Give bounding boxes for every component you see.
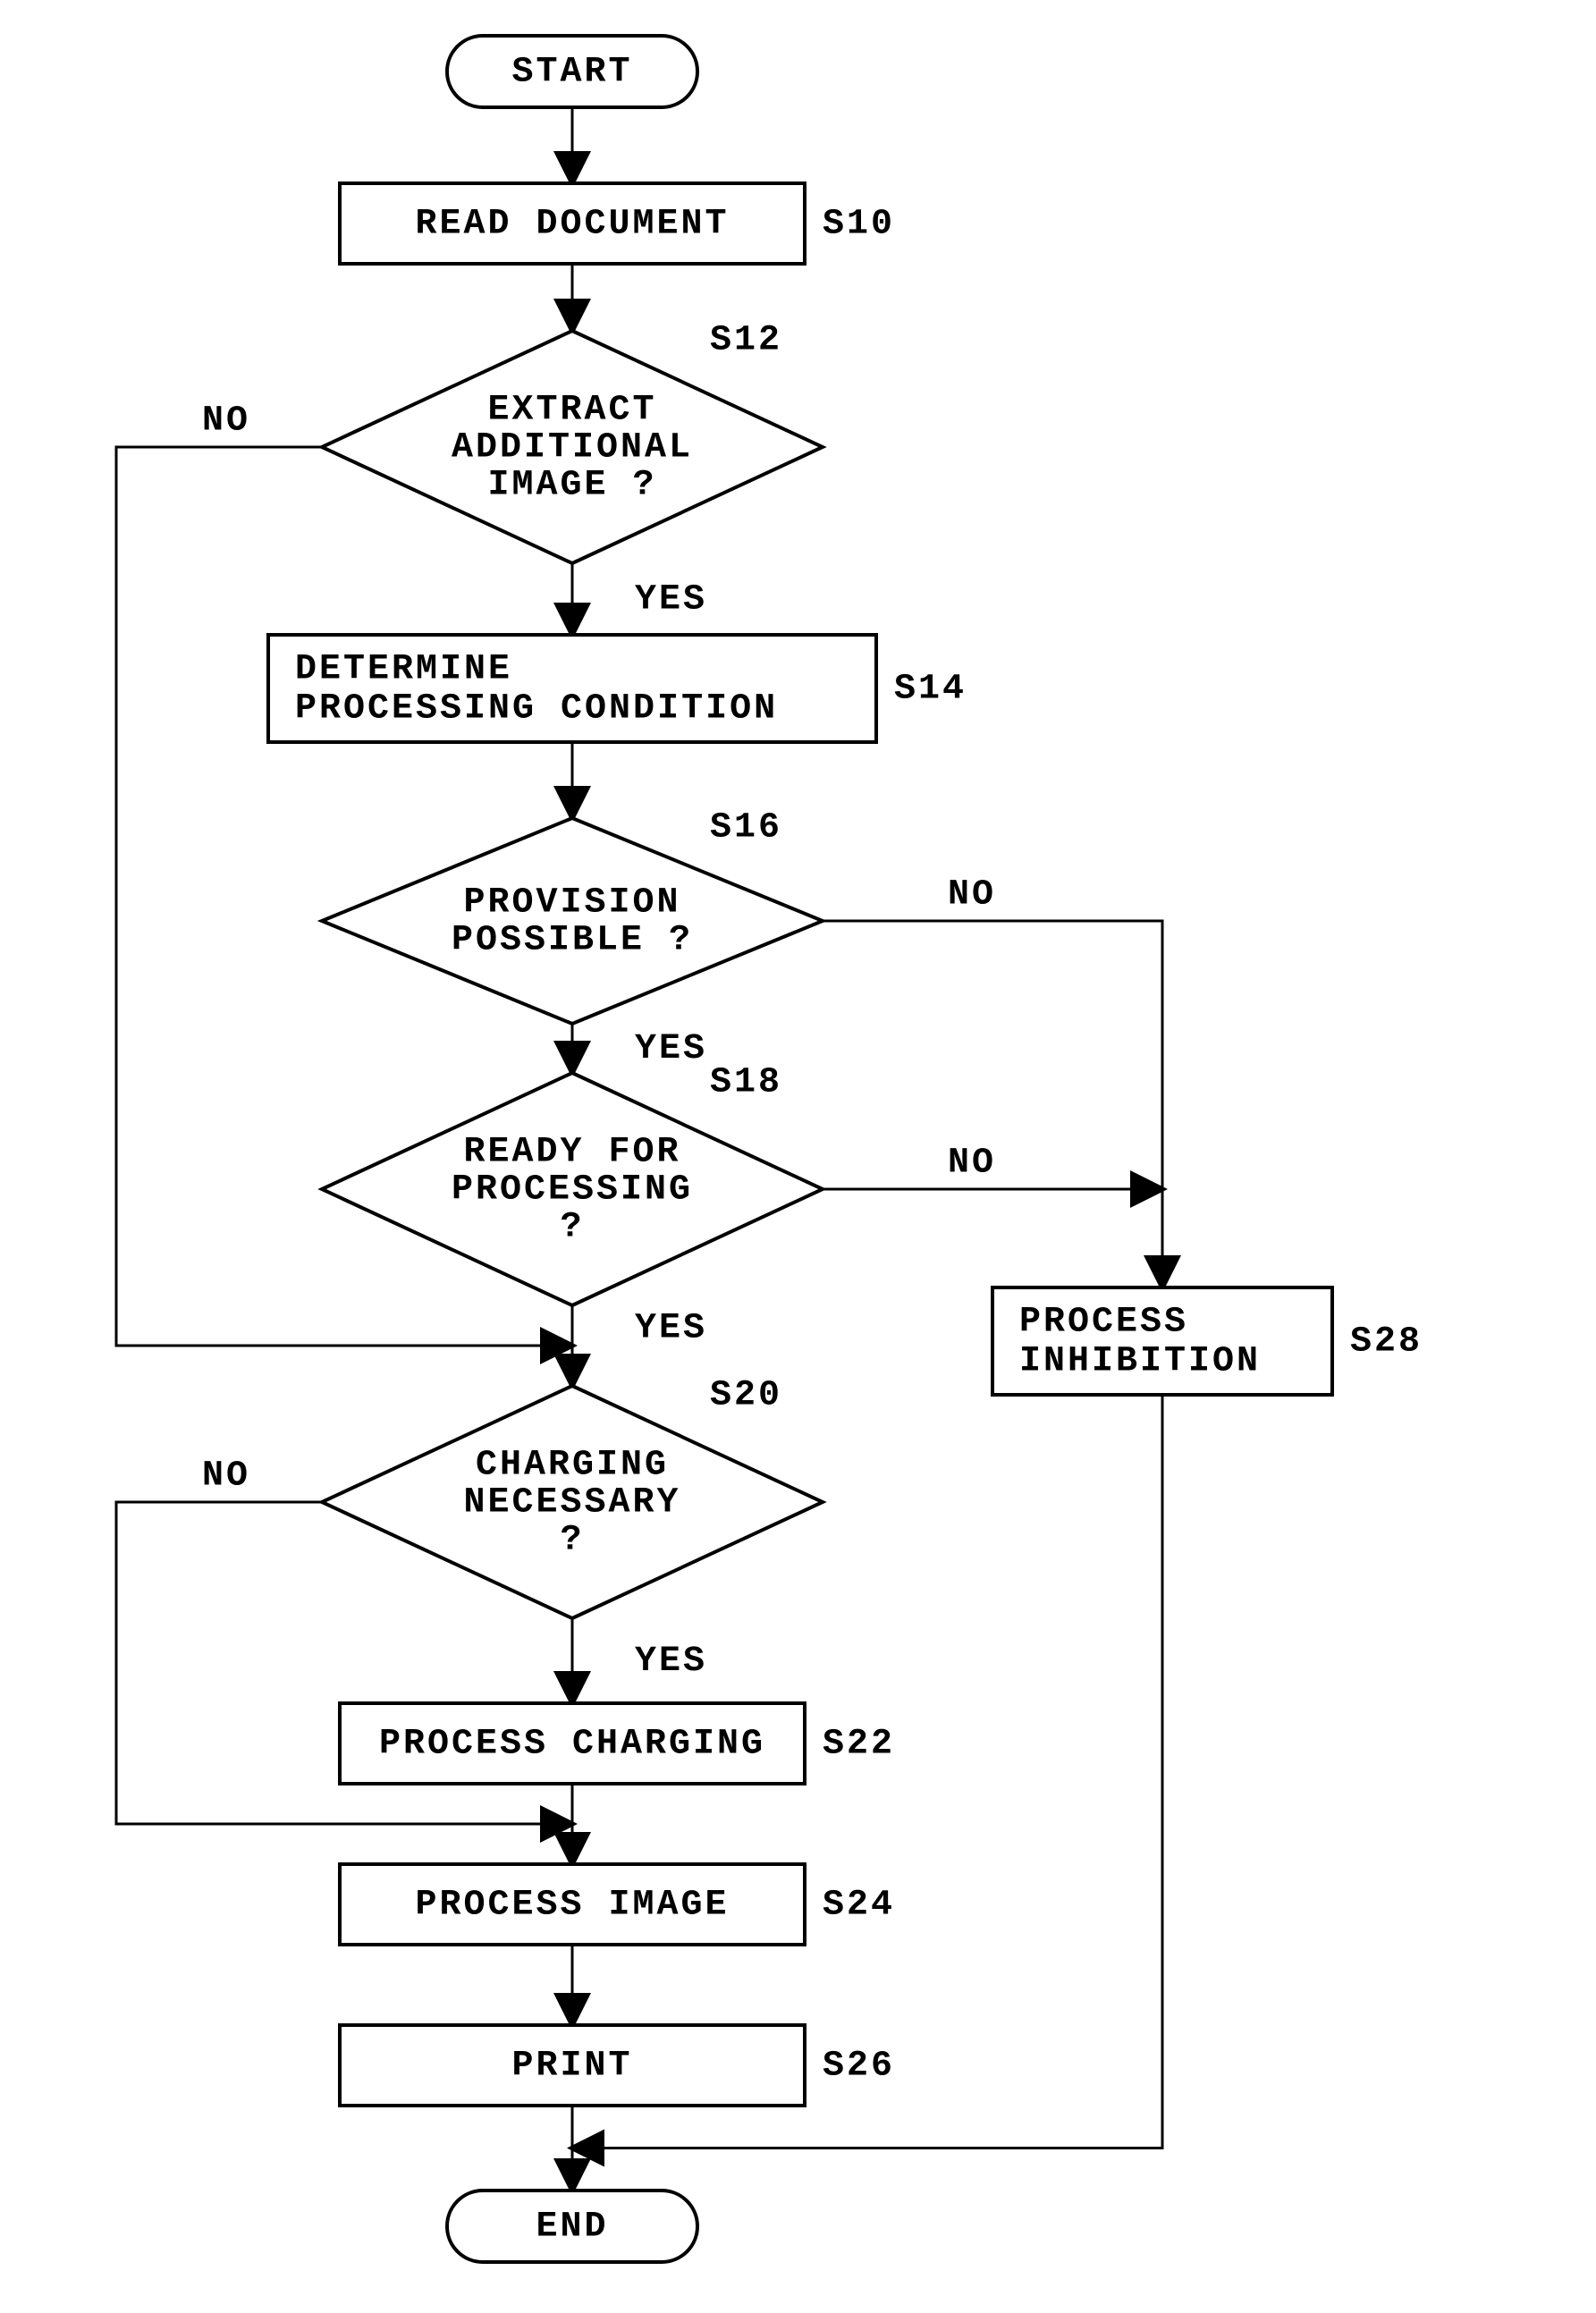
s12-yes: YES [635, 580, 707, 620]
s18-step: S18 [710, 1063, 782, 1103]
s16-no: NO [948, 875, 996, 916]
s14-line0: DETERMINE [295, 650, 512, 690]
start-label: START [511, 53, 632, 93]
s14-line1: PROCESSING CONDITION [295, 689, 778, 730]
flow-edge [823, 921, 1162, 1287]
s18-yes: YES [635, 1309, 707, 1349]
s28-line1: INHIBITION [1019, 1342, 1261, 1382]
s20-yes: YES [635, 1642, 707, 1682]
node-s14: DETERMINEPROCESSING CONDITION [268, 635, 876, 742]
s24-step: S24 [823, 1886, 895, 1926]
node-s12: EXTRACTADDITIONALIMAGE ? [322, 331, 823, 563]
s20-no: NO [202, 1456, 250, 1497]
node-s16: PROVISIONPOSSIBLE ? [322, 818, 823, 1024]
s18-no: NO [948, 1144, 996, 1184]
node-start: START [447, 36, 697, 107]
s12-line0: EXTRACT [487, 391, 656, 431]
node-s28: PROCESSINHIBITION [992, 1287, 1332, 1395]
s10-label: READ DOCUMENT [415, 205, 729, 245]
s26-step: S26 [823, 2047, 895, 2087]
s24-label: PROCESS IMAGE [415, 1886, 729, 1926]
end-label: END [536, 2207, 608, 2248]
s16-step: S16 [710, 808, 782, 848]
s12-no: NO [202, 401, 250, 442]
s12-step: S12 [710, 321, 782, 361]
node-s18: READY FORPROCESSING? [322, 1073, 823, 1305]
s20-step: S20 [710, 1376, 782, 1416]
s18-line2: ? [560, 1208, 584, 1248]
s28-step: S28 [1350, 1322, 1423, 1363]
node-end: END [447, 2191, 697, 2262]
s26-label: PRINT [511, 2047, 632, 2087]
s10-step: S10 [823, 205, 895, 245]
node-s26: PRINT [340, 2025, 805, 2106]
s16-line0: PROVISION [463, 883, 680, 924]
node-s20: CHARGINGNECESSARY? [322, 1386, 823, 1618]
node-s10: READ DOCUMENT [340, 183, 805, 264]
s18-line1: PROCESSING [452, 1170, 693, 1211]
s12-line1: ADDITIONAL [452, 428, 693, 469]
s22-label: PROCESS CHARGING [379, 1725, 765, 1765]
node-s22: PROCESS CHARGING [340, 1703, 805, 1784]
s20-line2: ? [560, 1521, 584, 1561]
s28-line0: PROCESS [1019, 1303, 1188, 1343]
node-s24: PROCESS IMAGE [340, 1864, 805, 1945]
s14-step: S14 [894, 670, 967, 710]
s20-line0: CHARGING [476, 1446, 669, 1486]
s18-line0: READY FOR [463, 1133, 680, 1173]
s20-line1: NECESSARY [463, 1483, 680, 1524]
s12-line2: IMAGE ? [487, 466, 656, 506]
flowchart-canvas: START READ DOCUMENT EXTRACTADDITIONALIMAGE… [0, 0, 1596, 2313]
s16-yes: YES [635, 1029, 707, 1069]
s22-step: S22 [823, 1725, 895, 1765]
s16-line1: POSSIBLE ? [452, 921, 693, 961]
